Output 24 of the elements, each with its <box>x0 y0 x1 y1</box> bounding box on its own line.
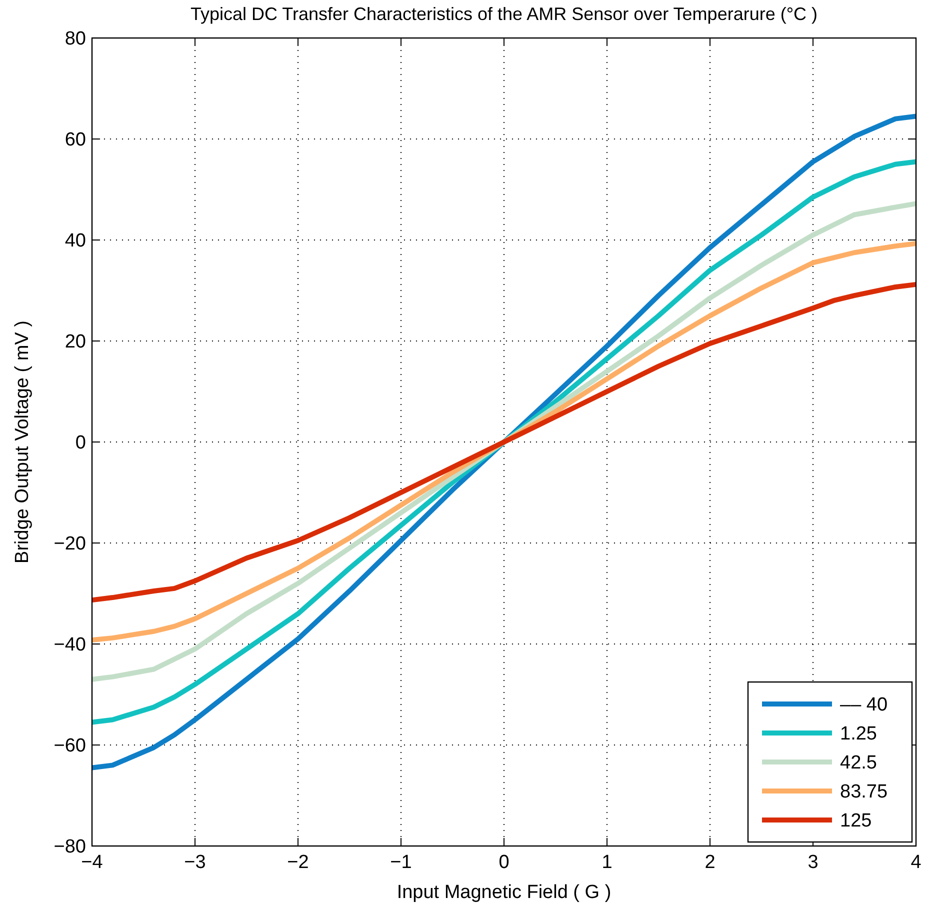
y-tick-label: −20 <box>54 534 86 555</box>
legend-label: 83.75 <box>840 782 888 803</box>
y-tick-label: 0 <box>75 432 86 454</box>
legend-label: 42.5 <box>840 752 877 774</box>
legend-label: 1.25 <box>840 724 877 745</box>
y-tick-label: 20 <box>64 332 86 353</box>
y-tick-label: 40 <box>64 230 86 252</box>
x-tick-label: 0 <box>498 852 510 873</box>
y-tick-label: 60 <box>64 130 86 151</box>
x-tick-label: 1 <box>602 852 612 873</box>
y-axis-title: Bridge Output Voltage ( mV ) <box>12 320 33 564</box>
x-tick-label: −1 <box>390 852 412 873</box>
y-tick-label: −40 <box>54 634 86 656</box>
y-tick-label: −60 <box>54 736 86 757</box>
x-tick-label: 3 <box>808 852 818 873</box>
x-axis-title: Input Magnetic Field ( G ) <box>396 882 612 903</box>
y-tick-label: 80 <box>64 28 86 50</box>
legend-label: –– 40 <box>840 694 888 716</box>
chart-title: Typical DC Transfer Characteristics of the AMR Sensor over Temperarure (°C ) <box>190 4 818 24</box>
x-tick-label: 2 <box>704 852 716 873</box>
x-tick-label: −3 <box>184 852 206 873</box>
x-tick-label: 4 <box>910 852 922 873</box>
legend-label: 125 <box>840 810 872 832</box>
x-tick-label: −2 <box>287 852 309 873</box>
